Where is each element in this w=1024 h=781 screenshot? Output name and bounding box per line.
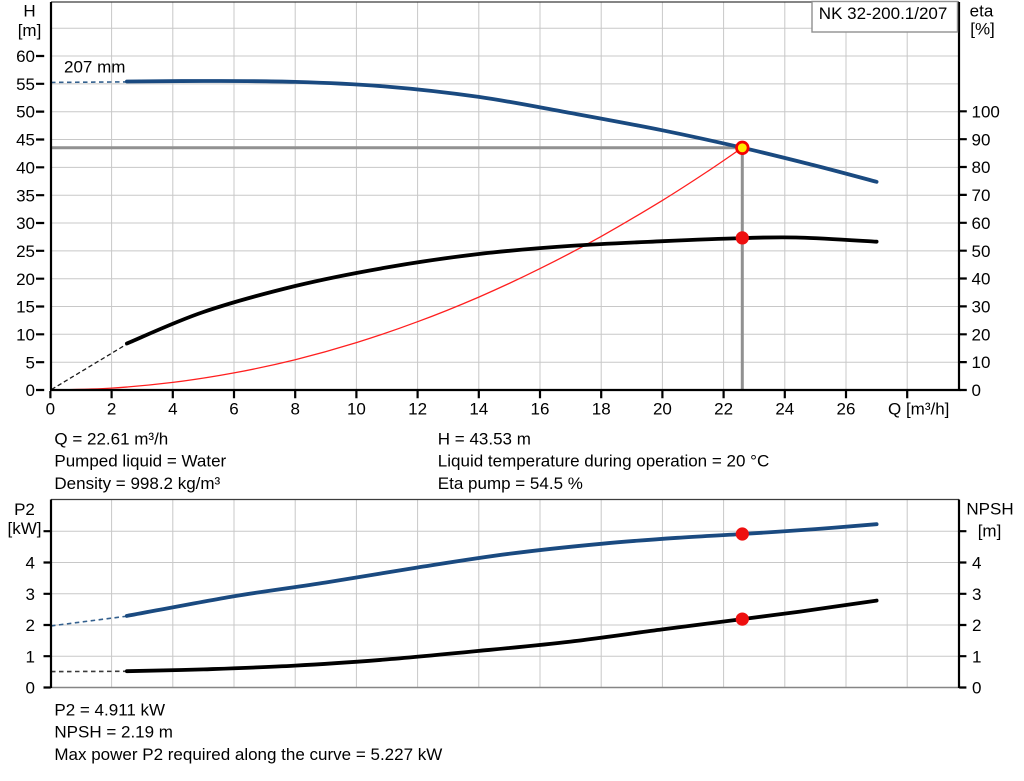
svg-text:25: 25 — [16, 242, 35, 261]
svg-text:5: 5 — [26, 353, 35, 372]
svg-text:NPSH: NPSH — [966, 499, 1013, 518]
svg-text:12: 12 — [408, 399, 427, 418]
svg-text:14: 14 — [469, 399, 488, 418]
svg-text:10: 10 — [16, 325, 35, 344]
svg-text:[m]: [m] — [18, 21, 42, 40]
svg-text:0: 0 — [26, 381, 35, 400]
svg-text:70: 70 — [972, 186, 991, 205]
svg-text:18: 18 — [592, 399, 611, 418]
svg-text:0: 0 — [46, 399, 55, 418]
svg-text:Eta pump = 54.5 %: Eta pump = 54.5 % — [438, 474, 583, 493]
svg-text:16: 16 — [531, 399, 550, 418]
svg-text:45: 45 — [16, 131, 35, 150]
svg-text:P2: P2 — [14, 500, 35, 519]
svg-text:60: 60 — [972, 214, 991, 233]
svg-text:0: 0 — [26, 679, 35, 698]
svg-text:[m]: [m] — [978, 522, 1002, 541]
svg-text:[%]: [%] — [970, 19, 995, 38]
svg-text:50: 50 — [972, 242, 991, 261]
svg-text:60: 60 — [16, 47, 35, 66]
svg-text:20: 20 — [16, 270, 35, 289]
svg-text:100: 100 — [972, 102, 1000, 121]
svg-text:90: 90 — [972, 130, 991, 149]
svg-text:20: 20 — [653, 399, 672, 418]
svg-text:1: 1 — [972, 647, 981, 666]
svg-text:NPSH = 2.19 m: NPSH = 2.19 m — [54, 723, 173, 742]
svg-text:0: 0 — [972, 381, 981, 400]
svg-text:[kW]: [kW] — [8, 519, 42, 538]
svg-text:4: 4 — [168, 399, 177, 418]
svg-text:8: 8 — [290, 399, 299, 418]
svg-text:P2 = 4.911 kW: P2 = 4.911 kW — [54, 700, 165, 719]
svg-text:80: 80 — [972, 158, 991, 177]
svg-text:40: 40 — [16, 158, 35, 177]
svg-text:1: 1 — [26, 647, 35, 666]
svg-text:NK 32-200.1/207: NK 32-200.1/207 — [819, 4, 948, 23]
svg-text:50: 50 — [16, 103, 35, 122]
svg-text:35: 35 — [16, 186, 35, 205]
svg-text:Max power P2 required along th: Max power P2 required along the curve = … — [54, 745, 442, 764]
svg-text:Pumped liquid = Water: Pumped liquid = Water — [54, 452, 226, 471]
svg-text:10: 10 — [972, 353, 991, 372]
svg-text:Q [m³/h]: Q [m³/h] — [888, 399, 949, 418]
svg-text:Q = 22.61 m³/h: Q = 22.61 m³/h — [54, 429, 168, 448]
svg-text:2: 2 — [972, 616, 981, 635]
svg-text:6: 6 — [229, 399, 238, 418]
svg-text:3: 3 — [972, 585, 981, 604]
svg-text:40: 40 — [972, 270, 991, 289]
svg-text:4: 4 — [26, 554, 35, 573]
svg-text:20: 20 — [972, 325, 991, 344]
svg-text:4: 4 — [972, 554, 981, 573]
svg-text:3: 3 — [26, 585, 35, 604]
svg-text:55: 55 — [16, 75, 35, 94]
svg-text:30: 30 — [16, 214, 35, 233]
svg-text:Liquid temperature during oper: Liquid temperature during operation = 20… — [438, 452, 769, 471]
svg-text:H: H — [23, 2, 35, 21]
svg-text:22: 22 — [714, 399, 733, 418]
svg-text:2: 2 — [107, 399, 116, 418]
svg-text:30: 30 — [972, 298, 991, 317]
svg-text:15: 15 — [16, 298, 35, 317]
svg-text:Density = 998.2 kg/m³: Density = 998.2 kg/m³ — [54, 474, 220, 493]
svg-text:24: 24 — [775, 399, 794, 418]
svg-text:eta: eta — [970, 2, 994, 21]
svg-text:0: 0 — [972, 679, 981, 698]
svg-text:H = 43.53 m: H = 43.53 m — [438, 429, 531, 448]
svg-text:2: 2 — [26, 616, 35, 635]
svg-text:26: 26 — [837, 399, 856, 418]
svg-text:207 mm: 207 mm — [64, 57, 125, 76]
svg-text:10: 10 — [347, 399, 366, 418]
